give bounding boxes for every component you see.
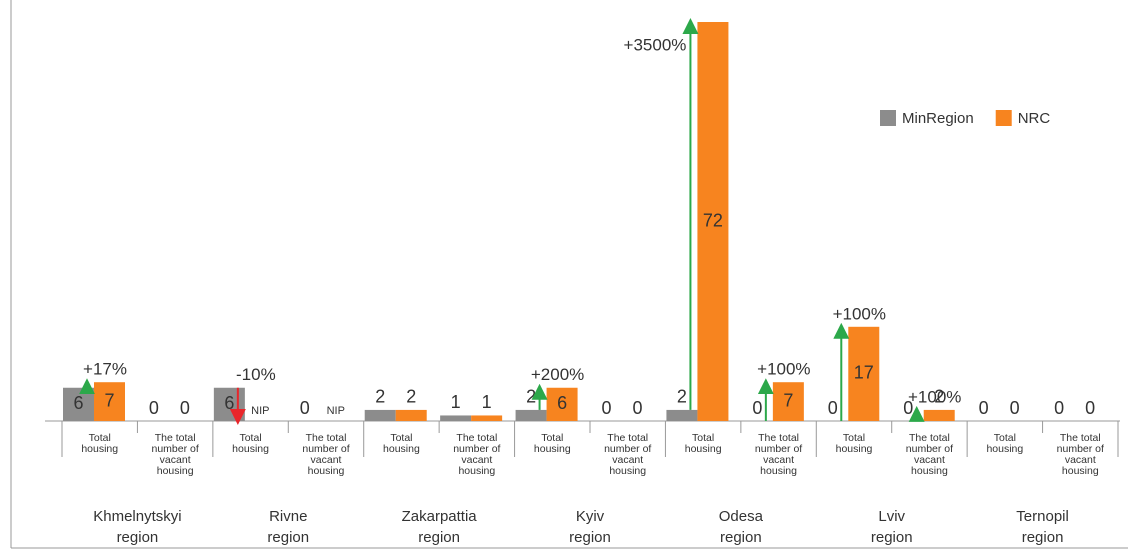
value-label: 2: [526, 387, 536, 407]
bar: [471, 415, 503, 421]
value-label: 0: [1010, 398, 1020, 418]
value-label: 0: [903, 398, 913, 418]
value-label: 6: [557, 393, 567, 413]
x-tick-label: The total number of vacant housing: [604, 432, 651, 477]
legend-swatch: [880, 110, 896, 126]
bar: [440, 415, 472, 421]
value-label: 0: [632, 398, 642, 418]
value-label: NIP: [327, 405, 345, 417]
x-tick-label: The total number of vacant housing: [152, 432, 199, 477]
value-label: 2: [406, 387, 416, 407]
value-label: 1: [482, 392, 492, 412]
value-label: 0: [752, 398, 762, 418]
value-label: 17: [854, 363, 874, 383]
x-tick-label: Total housing: [232, 432, 269, 455]
x-tick-label: Total housing: [534, 432, 571, 455]
x-tick-label: The total number of vacant housing: [453, 432, 500, 477]
legend-label: NRC: [1018, 110, 1051, 127]
x-tick-label: Total housing: [685, 432, 722, 455]
bar: [94, 382, 125, 421]
bar: [848, 326, 880, 421]
bar: [515, 409, 547, 421]
bar: [923, 409, 955, 421]
change-label: +17%: [83, 360, 127, 379]
bar: [395, 409, 427, 421]
value-label: 0: [601, 398, 611, 418]
x-tick-label: The total number of vacant housing: [906, 432, 953, 477]
change-label: +3500%: [624, 35, 687, 54]
value-label: 2: [375, 387, 385, 407]
value-label: 6: [73, 393, 83, 413]
value-label: 7: [104, 390, 114, 410]
value-label: 72: [703, 210, 723, 230]
x-tick-label: The total number of vacant housing: [1057, 432, 1104, 477]
x-tick-label: Total housing: [383, 432, 420, 455]
x-tick-label: The total number of vacant housing: [755, 432, 802, 477]
legend-label: MinRegion: [902, 110, 974, 127]
value-label: 0: [828, 398, 838, 418]
value-label: 2: [934, 387, 944, 407]
group-label: Kyiv region: [569, 508, 611, 546]
bar: [546, 387, 578, 421]
value-label: 0: [1054, 398, 1064, 418]
x-tick-label: Total housing: [836, 432, 873, 455]
bar: [364, 409, 396, 421]
group-label: Rivne region: [267, 508, 309, 546]
group-label: Ternopil region: [1016, 508, 1069, 546]
value-label: 6: [224, 393, 234, 413]
x-tick-label: The total number of vacant housing: [302, 432, 349, 477]
change-label: +200%: [531, 365, 584, 384]
value-label: 0: [149, 398, 159, 418]
change-label: +100%: [757, 360, 810, 379]
x-tick-label: Total housing: [81, 432, 118, 455]
bar: [697, 22, 729, 421]
x-tick-label: Total housing: [986, 432, 1023, 455]
value-label: 2: [677, 387, 687, 407]
legend-swatch: [995, 110, 1012, 126]
value-label: 0: [180, 398, 190, 418]
value-label: NIP: [251, 405, 269, 417]
change-label: +100%: [833, 304, 886, 323]
change-label: -10%: [236, 365, 276, 384]
value-label: 0: [1085, 398, 1095, 418]
value-label: 1: [451, 392, 461, 412]
value-label: 0: [300, 398, 310, 418]
bar: [772, 382, 804, 421]
group-label: Zakarpattia region: [402, 508, 478, 546]
value-label: 7: [783, 390, 793, 410]
value-label: 0: [979, 398, 989, 418]
group-label: Khmelnytskyi region: [93, 508, 181, 546]
bar: [666, 409, 698, 421]
group-label: Lviv region: [871, 508, 913, 546]
group-label: Odesa region: [719, 508, 764, 546]
change-label: +100%: [908, 387, 961, 406]
